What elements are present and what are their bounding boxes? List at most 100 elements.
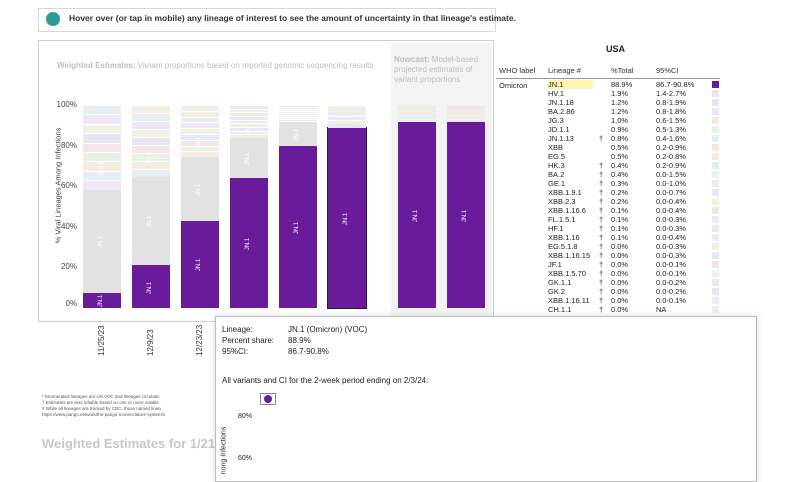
bar-stack[interactable]: JN.1 xyxy=(398,105,436,308)
bar-segment-minor[interactable] xyxy=(279,118,317,120)
table-row[interactable]: BA.2 † 0.4% 0.0-1.5% xyxy=(496,170,720,179)
bar-segment-jn1[interactable] xyxy=(83,292,121,308)
bar-segment-minor[interactable] xyxy=(328,124,366,128)
bar-segment-minor[interactable] xyxy=(279,114,317,116)
table-row[interactable]: HF.1 † 0.1% 0.0-0.3% xyxy=(496,224,720,233)
table-row[interactable]: JN.1.13 † 0.8% 0.4-1.6% xyxy=(496,134,720,143)
table-row[interactable]: JF.1 † 0.0% 0.0-0.1% xyxy=(496,260,720,269)
bar-segment-minor[interactable] xyxy=(83,143,121,152)
table-row[interactable]: XBB 0.5% 0.2-0.9% xyxy=(496,143,720,152)
bar-segment-minor[interactable] xyxy=(398,111,436,114)
bar-segment-minor[interactable] xyxy=(230,116,268,120)
bar-segment-minor[interactable] xyxy=(398,108,436,111)
table-row[interactable]: BA.2.86 1.2% 0.8-1.8% xyxy=(496,107,720,116)
bar-segment-minor[interactable] xyxy=(230,131,268,135)
table-row[interactable]: XBB.1.16.11 † 0.0% 0.0-0.1% xyxy=(496,296,720,305)
bar-segment-minor[interactable] xyxy=(132,162,170,170)
bar-segment-minor[interactable] xyxy=(132,130,170,138)
table-row[interactable]: XBB.2.3 † 0.2% 0.0-0.4% xyxy=(496,197,720,206)
bar-segment-minor[interactable] xyxy=(279,110,317,112)
bar-segment-minor[interactable] xyxy=(83,181,121,190)
bar-segment-minor[interactable] xyxy=(132,114,170,122)
table-row[interactable]: XBB.1.9.1 † 0.2% 0.0-0.7% xyxy=(496,188,720,197)
table-row[interactable]: EG.5.1.8 † 0.0% 0.0-0.3% xyxy=(496,242,720,251)
bar-segment-other[interactable] xyxy=(181,157,219,221)
bar-segment-other[interactable] xyxy=(83,189,121,293)
bar-segment-minor[interactable] xyxy=(132,146,170,154)
table-row[interactable]: XBB.1.16.15 † 0.0% 0.0-0.3% xyxy=(496,251,720,260)
bar-stack[interactable]: JN.1 JN.1 JN.1 xyxy=(132,105,170,308)
bar-segment-minor[interactable] xyxy=(230,109,268,113)
bar-segment-minor[interactable] xyxy=(230,113,268,116)
bar-segment-minor[interactable] xyxy=(230,127,268,131)
bar-segment-minor[interactable] xyxy=(279,106,317,108)
bar-segment-minor[interactable] xyxy=(83,106,121,115)
table-row[interactable]: XBB.1.16 † 0.1% 0.0-0.4% xyxy=(496,233,720,242)
table-row[interactable]: XBB.1.5.70 † 0.0% 0.0-0.1% xyxy=(496,269,720,278)
bar-segment-minor[interactable] xyxy=(83,152,121,162)
bar-segment-other[interactable] xyxy=(132,177,170,266)
table-row[interactable]: CH.1.1 † 0.0% NA xyxy=(496,305,720,314)
table-row[interactable]: GK.1.1 † 0.0% 0.0-0.2% xyxy=(496,278,720,287)
bar-stack[interactable]: JN.1 JN.1 xyxy=(279,105,317,308)
bar-segment-other[interactable] xyxy=(279,123,317,146)
footnote-link[interactable]: https://www.pango.network/the-pango-nome… xyxy=(42,412,166,417)
bar-segment-minor[interactable] xyxy=(181,140,219,146)
table-row[interactable]: XBB.1.16.6 † 0.1% 0.0-0.4% xyxy=(496,206,720,215)
bar-segment-minor[interactable] xyxy=(181,152,219,158)
bar-segment-minor[interactable] xyxy=(83,124,121,134)
bar-segment-jn1[interactable] xyxy=(327,126,367,310)
table-row[interactable]: EG.5 0.5% 0.2-0.8% xyxy=(496,152,720,161)
bar-segment-minor[interactable] xyxy=(132,122,170,130)
bar-segment-minor[interactable] xyxy=(328,109,366,113)
table-row[interactable]: JG.3 1.0% 0.6-1.5% xyxy=(496,116,720,125)
bar-segment-minor[interactable] xyxy=(83,162,121,171)
table-row[interactable]: JN.1 88.9% 86.7-90.8% xyxy=(496,80,720,89)
bar-segment-minor[interactable] xyxy=(279,112,317,114)
bar-segment-minor[interactable] xyxy=(132,106,170,114)
bar-segment-minor[interactable] xyxy=(447,117,485,120)
bar-segment-jn1[interactable] xyxy=(230,178,268,308)
bar-stack[interactable]: JN.1 JN.1 EG.5 xyxy=(83,105,121,308)
bar-segment-minor[interactable] xyxy=(230,106,268,109)
bar-segment-minor[interactable] xyxy=(398,117,436,120)
bar-segment-minor[interactable] xyxy=(279,120,317,122)
bar-segment-minor[interactable] xyxy=(230,135,268,138)
table-row[interactable]: FL.1.5.1 † 0.1% 0.0-0.3% xyxy=(496,215,720,224)
table-row[interactable]: JD.1.1 0.9% 0.5-1.3% xyxy=(496,125,720,134)
bar-segment-minor[interactable] xyxy=(279,108,317,110)
table-row[interactable]: HK.3 † 0.4% 0.2-0.9% xyxy=(496,161,720,170)
bar-segment-minor[interactable] xyxy=(181,123,219,129)
bar-stack[interactable]: JN.1 JN.1 HV.1 xyxy=(230,105,268,308)
bar-segment-minor[interactable] xyxy=(279,116,317,118)
bar-segment-jn1[interactable] xyxy=(279,145,317,308)
bar-segment-minor[interactable] xyxy=(447,105,485,108)
bar-segment-minor[interactable] xyxy=(447,111,485,114)
bar-segment-jn1[interactable] xyxy=(398,122,436,308)
table-row[interactable]: JN.1.18 1.2% 0.8-1.9% xyxy=(496,98,720,107)
bar-segment-minor[interactable] xyxy=(447,119,485,123)
bar-segment-minor[interactable] xyxy=(181,111,219,117)
bar-segment-minor[interactable] xyxy=(132,154,170,162)
bar-segment-minor[interactable] xyxy=(181,134,219,140)
bar-segment-minor[interactable] xyxy=(181,117,219,123)
bar-segment-minor[interactable] xyxy=(181,146,219,152)
bar-segment-minor[interactable] xyxy=(398,114,436,117)
bar-segment-minor[interactable] xyxy=(230,120,268,124)
bar-segment-minor[interactable] xyxy=(447,114,485,117)
bar-segment-minor[interactable] xyxy=(328,116,366,121)
bar-segment-jn1[interactable] xyxy=(181,220,219,308)
bar-segment-minor[interactable] xyxy=(83,171,121,181)
bar-segment-minor[interactable] xyxy=(328,105,366,109)
bar-segment-minor[interactable] xyxy=(230,124,268,127)
bar-segment-minor[interactable] xyxy=(132,138,170,146)
bar-segment-minor[interactable] xyxy=(398,105,436,108)
bar-stack[interactable]: JN.1 xyxy=(447,105,485,308)
bar-segment-jn1[interactable] xyxy=(132,265,170,308)
bar-segment-minor[interactable] xyxy=(398,119,436,123)
bar-segment-minor[interactable] xyxy=(132,170,170,178)
bar-segment-minor[interactable] xyxy=(83,115,121,124)
bar-segment-minor[interactable] xyxy=(83,134,121,143)
bar-segment-minor[interactable] xyxy=(328,113,366,117)
table-row[interactable]: GK.2 † 0.0% 0.0-0.2% xyxy=(496,287,720,296)
